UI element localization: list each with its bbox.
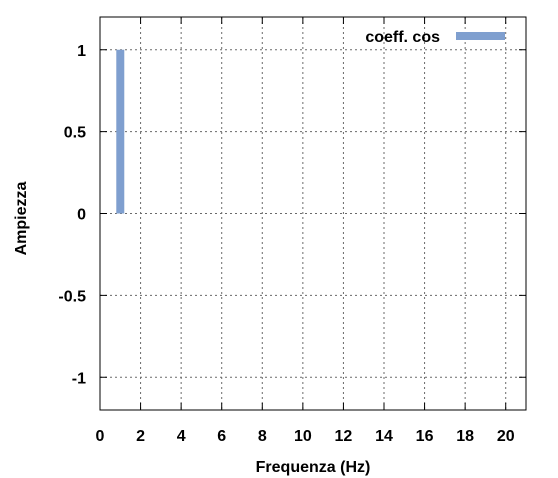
bar [116,49,125,214]
ticks: 0 2 4 6 8 10 12 14 16 18 20 -1 -0.5 0 0.5 1 [58,17,526,445]
x-tick-label: 12 [335,428,353,445]
x-axis-label: Frequenza (Hz) [256,459,371,476]
x-tick-label: 20 [497,428,515,445]
legend-label: coeff. cos [365,29,440,46]
y-tick-label: 1 [77,43,86,60]
y-tick-label: 0.5 [64,125,86,142]
y-tick-label: -1 [72,370,86,387]
legend: coeff. cos [365,29,505,46]
grid [100,17,526,410]
x-tick-label: 18 [456,428,474,445]
x-tick-label: 4 [177,428,186,445]
x-tick-label: 6 [217,428,226,445]
y-axis-label: Ampiezza [13,182,30,256]
y-tick-label: 0 [77,207,86,224]
y-tick-label: -0.5 [58,288,86,305]
x-tick-label: 14 [375,428,393,445]
x-tick-label: 16 [416,428,434,445]
x-tick-label: 8 [258,428,267,445]
plot-frame [99,16,527,411]
bar-series [116,49,125,214]
x-tick-label: 10 [294,428,312,445]
x-tick-label: 2 [136,428,145,445]
x-tick-label: 0 [96,428,105,445]
